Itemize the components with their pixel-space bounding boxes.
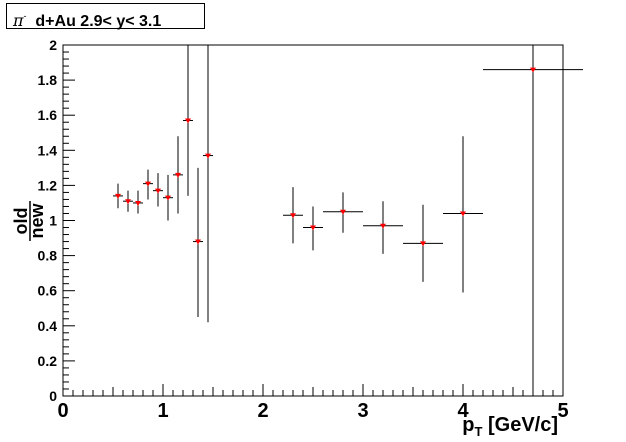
- y-tick-label: 1.6: [38, 107, 58, 123]
- data-point: [113, 183, 123, 209]
- data-marker: [165, 195, 171, 201]
- y-axis-label: old new: [11, 201, 47, 241]
- data-marker: [155, 188, 161, 194]
- y-tick-label: 0: [49, 388, 57, 404]
- data-point: [183, 45, 193, 196]
- data-points: [113, 45, 583, 396]
- chart-title: π- d+Au 2.9< y< 3.1: [6, 3, 205, 30]
- data-marker: [205, 153, 211, 159]
- y-tick-label: 0.8: [38, 248, 58, 264]
- data-marker: [460, 211, 466, 217]
- x-tick-label: 5: [557, 400, 568, 422]
- tick-labels: 0 1 2 3 4 5 0 0.2 0.4 0.6 0.8 1 1.2 1.4 1.6 1.8 2: [38, 37, 569, 422]
- y-tick-label: 0.6: [38, 283, 58, 299]
- data-point: [363, 201, 403, 254]
- data-point: [133, 190, 143, 214]
- data-point: [203, 45, 213, 323]
- data-point: [403, 204, 443, 282]
- data-marker: [420, 241, 426, 247]
- data-point: [323, 192, 363, 233]
- x-axis-label-unit: [GeV/c]: [482, 414, 558, 436]
- x-axis-label-sub: T: [474, 424, 482, 439]
- data-marker: [195, 239, 201, 245]
- data-point: [153, 173, 163, 207]
- title-charge: -: [23, 11, 27, 21]
- data-point: [123, 190, 133, 212]
- data-point: [443, 136, 483, 293]
- data-marker: [340, 209, 346, 215]
- x-tick-label: 1: [157, 400, 168, 422]
- data-marker: [380, 223, 386, 229]
- data-marker: [290, 213, 296, 219]
- data-marker: [175, 172, 181, 178]
- x-tick-label: 2: [257, 400, 268, 422]
- y-tick-label: 1.4: [38, 142, 58, 158]
- y-tick-label: 1.2: [38, 177, 58, 193]
- data-point: [283, 187, 303, 244]
- y-tick-label: 1: [49, 213, 57, 229]
- data-marker: [135, 200, 141, 206]
- data-marker: [145, 181, 151, 187]
- y-axis-label-numerator: old: [11, 208, 31, 235]
- x-axis-label: pT [GeV/c]: [462, 414, 558, 439]
- data-point: [173, 136, 183, 214]
- title-text: d+Au 2.9< y< 3.1: [26, 13, 162, 30]
- data-point: [163, 174, 173, 221]
- y-tick-label: 1.8: [38, 72, 58, 88]
- data-marker: [310, 225, 316, 231]
- x-axis-label-main: p: [462, 414, 474, 436]
- data-point: [303, 206, 323, 251]
- y-tick-label: 0.2: [38, 353, 58, 369]
- x-tick-label: 0: [57, 400, 68, 422]
- data-point: [143, 169, 153, 200]
- data-point: [483, 45, 583, 396]
- data-marker: [125, 199, 131, 205]
- x-tick-label: 4: [457, 400, 469, 422]
- data-marker: [530, 67, 536, 73]
- data-marker: [185, 118, 191, 124]
- x-tick-label: 3: [357, 400, 368, 422]
- data-marker: [115, 193, 121, 199]
- y-tick-label: 2: [49, 37, 57, 53]
- data-point: [193, 167, 203, 318]
- y-axis-label-denominator: new: [27, 203, 47, 239]
- title-particle: π: [13, 11, 24, 30]
- y-tick-label: 0.4: [38, 318, 58, 334]
